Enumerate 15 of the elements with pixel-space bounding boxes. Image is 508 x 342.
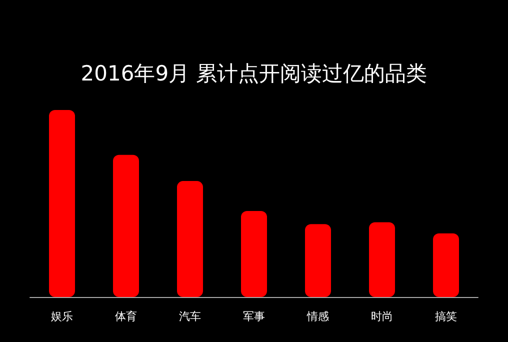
x-tick-label: 军事 xyxy=(243,310,265,323)
bar xyxy=(433,233,459,297)
bar xyxy=(113,154,139,297)
bar xyxy=(241,210,267,297)
chart-title: 2016年9月 累计点开阅读过亿的品类 xyxy=(80,62,428,86)
x-tick-label: 时尚 xyxy=(371,310,393,323)
bar xyxy=(305,224,331,297)
bar xyxy=(177,181,203,297)
x-tick-label: 情感 xyxy=(306,310,329,323)
x-tick-label: 体育 xyxy=(115,310,137,323)
bar xyxy=(49,110,75,297)
x-tick-label: 搞笑 xyxy=(435,310,457,323)
x-tick-label: 娱乐 xyxy=(51,310,73,323)
x-tick-label: 汽车 xyxy=(179,310,201,323)
bar xyxy=(369,222,395,297)
